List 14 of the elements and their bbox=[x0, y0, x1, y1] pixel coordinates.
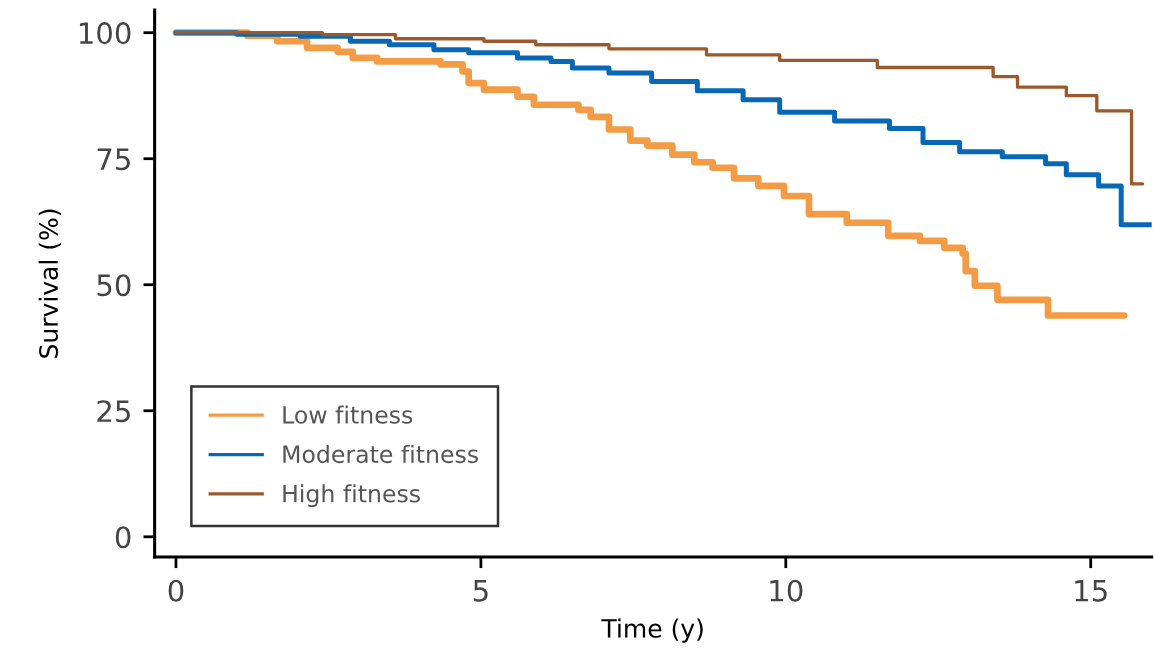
y-tick-label: 100 bbox=[79, 22, 131, 45]
x-tick-label: 5 bbox=[473, 580, 488, 602]
x-tick-label: 0 bbox=[168, 579, 184, 602]
x-tick-label: 10 bbox=[770, 579, 803, 602]
legend-label: Low fitness bbox=[283, 405, 413, 424]
legend-label: High fitness bbox=[283, 484, 420, 508]
y-tick-label: 75 bbox=[97, 148, 130, 171]
y-tick-label: 0 bbox=[115, 526, 131, 549]
y-axis-title: Survival (%) bbox=[38, 209, 61, 358]
y-tick-label: 50 bbox=[97, 274, 131, 297]
y-tick-label: 25 bbox=[97, 400, 130, 423]
x-axis-title: Time (y) bbox=[601, 618, 703, 643]
x-tick-label: 15 bbox=[1075, 580, 1107, 602]
legend-label: Moderate fitness bbox=[283, 444, 478, 464]
